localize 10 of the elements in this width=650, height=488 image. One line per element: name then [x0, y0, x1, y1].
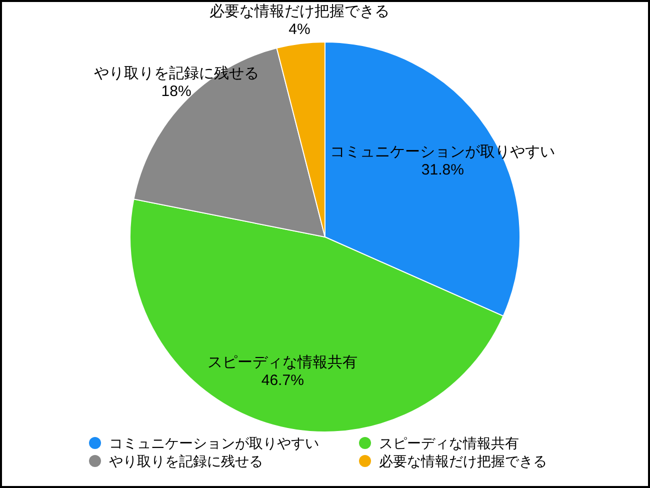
legend-label: コミュニケーションが取りやすい — [109, 435, 319, 451]
legend-label: 必要な情報だけ把握できる — [379, 453, 547, 469]
legend-label: スピーディな情報共有 — [379, 435, 519, 451]
slice-label: スピーディな情報共有 — [208, 354, 358, 371]
data-label: 46.7% — [261, 372, 304, 389]
slice-label: 必要な情報だけ把握できる — [209, 2, 390, 20]
legend-label: やり取りを記録に残せる — [109, 453, 263, 469]
data-label: 18% — [161, 83, 192, 100]
data-label: 4% — [288, 20, 310, 38]
data-label: 31.8% — [421, 161, 464, 178]
